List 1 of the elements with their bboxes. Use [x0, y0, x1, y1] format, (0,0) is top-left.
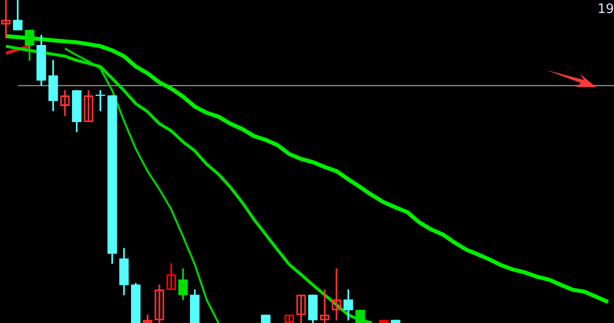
annotation: 19 — [597, 2, 614, 17]
